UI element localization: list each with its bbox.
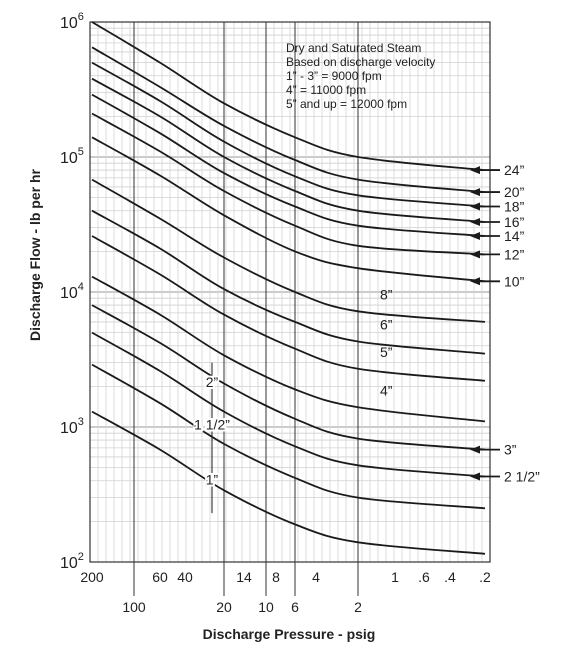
annotation-line: 5” and up = 12000 fpm (286, 97, 407, 111)
annotation-line: Dry and Saturated Steam (286, 41, 421, 55)
x-tick-label-top: 1 (391, 569, 399, 585)
series-line (91, 331, 486, 478)
label-arrow-head (470, 166, 480, 175)
label-arrow-head (470, 218, 480, 226)
annotation-line: Based on discharge velocity (286, 55, 435, 69)
label-arrow-head (470, 445, 480, 454)
series-line (91, 77, 486, 223)
y-tick-label: 103 (60, 416, 84, 437)
series-label: 18” (504, 199, 525, 215)
series-label: 24” (504, 162, 525, 178)
series-label: 10” (504, 273, 525, 289)
x-tick-label-top: 40 (177, 569, 193, 585)
series-label: 6” (380, 317, 393, 333)
range-label: 2” (206, 374, 219, 390)
series-label: 8” (380, 286, 393, 302)
series-label: 16” (504, 214, 525, 230)
x-tick-label-top: 8 (272, 569, 280, 585)
series-line (91, 304, 486, 451)
series-label: 3” (504, 442, 517, 458)
y-tick-label: 106 (60, 11, 84, 32)
series-labels: 24” 20”18”16”14” 12” 10” 3” 2 1/2” 8” 6” 5” 4” 2” 1… (192, 162, 540, 489)
y-tick-label: 104 (60, 281, 84, 302)
label-arrow-head (470, 188, 480, 197)
y-tick-labels: 102 103 104 105 106 (60, 11, 84, 572)
series-line (91, 112, 486, 256)
plot-frame (89, 21, 491, 563)
label-arrow-head (470, 277, 480, 286)
series-label: 2 1/2” (504, 469, 540, 485)
label-arrow-head (470, 250, 480, 259)
x-tick-label-top: 4 (312, 569, 320, 585)
series-label: 14” (504, 228, 525, 244)
x-tick-label-bottom: 6 (291, 599, 299, 615)
y-tick-label: 105 (60, 146, 84, 167)
x-tick-label-bottom: 20 (216, 599, 232, 615)
x-tick-label-top: 200 (80, 569, 104, 585)
label-arrow-head (470, 472, 480, 481)
label-arrow-head (470, 202, 480, 211)
y-tick-label: 102 (60, 551, 84, 572)
x-tick-label-bottom: 100 (122, 599, 146, 615)
range-label: 1” (206, 472, 219, 488)
range-label: 1 1/2” (194, 417, 230, 433)
series-curves (91, 21, 486, 555)
series-line (91, 275, 486, 423)
series-line (91, 136, 486, 283)
series-line (91, 21, 486, 171)
series-line (91, 46, 486, 193)
series-line (91, 410, 486, 555)
x-tick-label-top: 14 (236, 569, 252, 585)
series-line (91, 178, 486, 323)
annotation-line: 1” - 3” = 9000 fpm (286, 69, 382, 83)
series-line (91, 235, 486, 382)
series-label: 4” (380, 382, 393, 398)
x-axis-title: Discharge Pressure - psig (203, 626, 376, 642)
y-axis-title: Discharge Flow - lb per hr (27, 168, 43, 340)
x-tick-labels: 200 60 40 14 8 4 1 .6 .4 .2 100 20 10 6 2 (80, 569, 491, 615)
x-tick-label-bottom: 10 (258, 599, 274, 615)
series-label: 12” (504, 246, 525, 262)
annotation-line: 4” = 11000 fpm (286, 83, 366, 97)
x-tick-label-bottom: 2 (354, 599, 362, 615)
x-tick-label-top: .2 (479, 569, 491, 585)
series-label: 20” (504, 184, 525, 200)
series-label: 5” (380, 344, 393, 360)
label-arrow-head (470, 232, 480, 240)
x-tick-label-top: .6 (418, 569, 430, 585)
x-tick-label-top: .4 (444, 569, 456, 585)
series-line (91, 209, 486, 355)
series-line (91, 61, 486, 208)
x-tick-label-top: 60 (152, 569, 168, 585)
label-arrows (211, 166, 500, 514)
series-line (91, 93, 486, 237)
series-line (91, 363, 486, 510)
